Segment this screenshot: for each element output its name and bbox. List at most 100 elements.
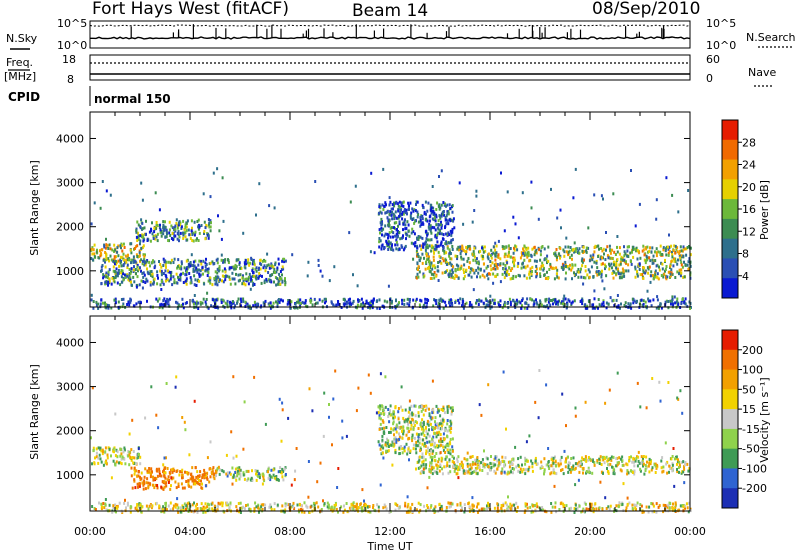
echo-cell <box>248 263 251 267</box>
echo-cell <box>601 256 603 260</box>
echo-cell <box>489 306 492 310</box>
echo-cell <box>576 462 579 466</box>
echo-cell <box>495 244 498 248</box>
echo-cell <box>143 226 146 230</box>
echo-cell <box>582 507 585 511</box>
echo-cell <box>436 410 439 414</box>
echo-cell <box>431 458 433 462</box>
echo-cell <box>145 277 148 281</box>
echo-cell <box>527 253 530 257</box>
echo-cell <box>521 463 523 467</box>
echo-cell <box>422 427 424 431</box>
echo-cell <box>347 298 350 302</box>
echo-cell <box>553 471 556 475</box>
echo-cell <box>238 466 241 470</box>
echo-cell <box>589 457 592 461</box>
echo-cell <box>434 228 437 232</box>
echo-cell <box>448 425 451 429</box>
echo-cell <box>176 226 179 230</box>
echo-cell <box>186 472 189 476</box>
echo-cell <box>104 251 107 254</box>
echo-cell <box>636 455 638 459</box>
echo-cell <box>571 277 573 281</box>
echo-cell <box>262 474 264 478</box>
echo-cell <box>282 267 285 271</box>
echo-cell <box>92 300 95 303</box>
echo-cell <box>163 485 166 489</box>
echo-cell <box>235 478 238 482</box>
echo-cell <box>216 271 219 275</box>
echo-cell <box>234 471 237 474</box>
echo-cell <box>420 464 423 468</box>
echo-cell <box>425 237 428 241</box>
echo-cell <box>185 277 188 281</box>
echo-cell <box>547 306 550 310</box>
nave-tick-top: 60 <box>706 53 720 66</box>
echo-cell <box>615 263 618 267</box>
echo-cell <box>408 510 411 514</box>
echo-cell <box>198 225 201 229</box>
echo-cell <box>612 298 615 302</box>
echo-cell <box>612 192 615 196</box>
echo-cell <box>421 418 424 422</box>
echo-cell <box>189 261 192 264</box>
echo-cell <box>487 501 489 505</box>
echo-cell <box>112 449 115 453</box>
echo-cell <box>129 276 132 280</box>
echo-cell <box>255 472 258 476</box>
echo-cell <box>402 212 405 216</box>
echo-cell <box>444 270 447 274</box>
echo-cell <box>616 294 619 297</box>
echo-cell <box>239 266 242 270</box>
echo-cell <box>636 257 639 261</box>
echo-cell <box>221 269 224 273</box>
echo-cell <box>154 264 157 268</box>
echo-cell <box>592 253 595 257</box>
echo-cell <box>361 306 364 310</box>
echo-cell <box>655 510 658 514</box>
echo-cell <box>440 423 443 427</box>
echo-cell <box>152 483 154 487</box>
echo-cell <box>437 444 440 448</box>
echo-cell <box>438 430 441 434</box>
echo-cell <box>274 261 277 265</box>
echo-cell <box>444 304 447 308</box>
echo-cell <box>159 474 161 478</box>
echo-cell <box>90 298 93 302</box>
echo-cell <box>409 412 412 416</box>
echo-cell <box>430 417 433 421</box>
echo-cell <box>136 482 139 486</box>
echo-cell <box>305 504 308 508</box>
echo-cell <box>99 249 101 253</box>
echo-cell <box>662 503 665 507</box>
echo-cell <box>378 205 381 209</box>
echo-cell <box>160 507 163 511</box>
echo-cell <box>669 272 672 276</box>
echo-cell <box>202 475 205 479</box>
echo-cell <box>404 504 407 508</box>
echo-cell <box>443 213 445 217</box>
echo-cell <box>389 241 392 245</box>
echo-cell <box>116 281 119 285</box>
echo-cell <box>425 252 428 256</box>
echo-cell <box>291 253 294 257</box>
echo-cell <box>390 248 393 251</box>
echo-cell <box>560 455 563 459</box>
echo-cell <box>284 283 287 287</box>
echo-cell <box>487 277 490 281</box>
echo-cell <box>451 204 454 208</box>
echo-cell <box>279 470 282 473</box>
echo-cell <box>574 263 577 267</box>
echo-cell <box>175 272 178 276</box>
echo-cell <box>461 302 464 306</box>
echo-cell <box>550 458 553 462</box>
echo-cell <box>169 274 172 277</box>
echo-cell <box>625 260 627 264</box>
echo-cell <box>431 411 434 415</box>
echo-cell <box>203 220 206 224</box>
echo-cell <box>105 258 108 262</box>
echo-cell <box>197 477 200 481</box>
echo-cell <box>377 410 380 414</box>
echo-cell <box>255 213 257 217</box>
